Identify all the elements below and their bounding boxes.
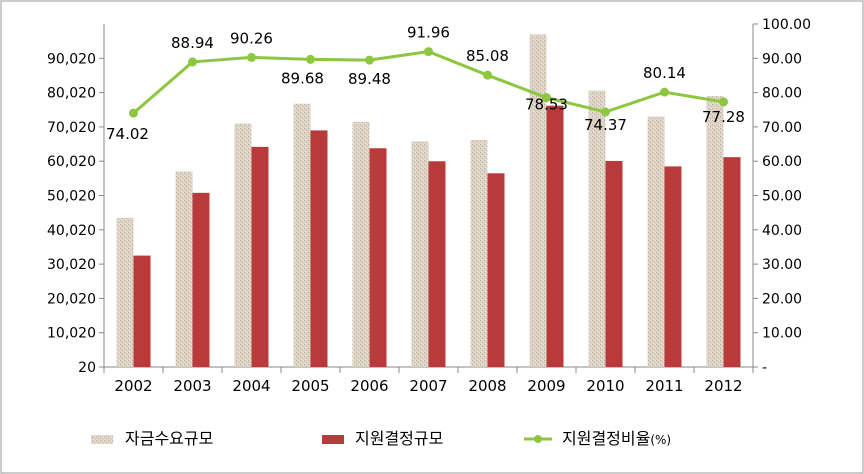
bar-demand xyxy=(175,171,193,367)
bar-decided xyxy=(310,130,328,367)
bar-demand xyxy=(470,140,488,367)
legend-swatch-demand xyxy=(91,435,113,444)
bar-decided xyxy=(251,146,269,367)
y-right-tick-label: 70.00 xyxy=(762,120,802,136)
ratio-data-label: 80.14 xyxy=(643,64,686,82)
ratio-data-label: 74.37 xyxy=(584,116,627,134)
bar-decided xyxy=(546,105,564,367)
x-tick-label: 2002 xyxy=(114,377,152,395)
bar-decided xyxy=(192,192,210,367)
y-left-tick-label: 10,020 xyxy=(47,326,96,342)
bar-decided xyxy=(428,161,446,367)
y-left-tick-label: 80,020 xyxy=(47,86,96,102)
x-tick-label: 2011 xyxy=(645,377,683,395)
ratio-data-label: 88.94 xyxy=(171,34,214,52)
y-left-tick-label: 60,020 xyxy=(47,154,96,170)
x-tick-label: 2009 xyxy=(527,377,565,395)
x-tick-label: 2004 xyxy=(232,377,270,395)
bar-demand xyxy=(647,116,665,368)
y-right-tick-label: 50.00 xyxy=(762,189,802,205)
y-left-tick-label: 50,020 xyxy=(47,189,96,205)
legend-swatch-decided xyxy=(322,435,344,444)
ratio-data-label: 91.96 xyxy=(407,24,450,42)
ratio-point xyxy=(365,55,374,65)
bar-decided xyxy=(369,148,387,367)
y-right-tick-label: 40.00 xyxy=(762,223,802,239)
x-tick-label: 2003 xyxy=(173,377,211,395)
bar-decided xyxy=(487,173,505,367)
y-right-tick-label: 80.00 xyxy=(762,86,802,102)
legend: 자금수요규모 지원결정규모 지원결정비율(%) xyxy=(91,429,671,448)
legend-label-ratio: 지원결정비율(%) xyxy=(562,429,671,448)
ratio-point xyxy=(306,54,315,64)
x-tick-label: 2008 xyxy=(468,377,506,395)
ratio-point xyxy=(424,47,433,57)
legend-label-ratio-suffix: (%) xyxy=(650,433,671,447)
y-left-tick-label: 30,020 xyxy=(47,257,96,273)
x-tick-label: 2006 xyxy=(350,377,388,395)
y-right-tick-label: - xyxy=(762,360,767,376)
ratio-data-label: 90.26 xyxy=(230,29,273,47)
x-tick-label: 2010 xyxy=(586,377,624,395)
x-tick-label: 2012 xyxy=(704,377,742,395)
y-right-tick-label: 10.00 xyxy=(762,326,802,342)
y-left-tick-label: 40,020 xyxy=(47,223,96,239)
bar-demand xyxy=(706,96,724,367)
ratio-point xyxy=(660,87,669,97)
ratio-data-label: 89.48 xyxy=(348,70,391,88)
plot-area: 20 10,020 20,020 30,020 40,020 50,020 60,020 70… xyxy=(47,17,811,395)
y-right-tick-label: 90.00 xyxy=(762,51,802,67)
x-tick-label: 2005 xyxy=(291,377,329,395)
y-right-tick-label: 60.00 xyxy=(762,154,802,170)
ratio-data-label: 77.28 xyxy=(702,108,745,126)
ratio-point xyxy=(188,57,197,67)
bar-demand xyxy=(411,141,429,367)
ratio-point xyxy=(483,70,492,80)
ratio-data-label: 85.08 xyxy=(466,47,509,65)
bar-demand xyxy=(116,217,134,367)
y-right-tick-label: 100.00 xyxy=(762,17,811,33)
bar-demand xyxy=(352,121,370,367)
bar-decided xyxy=(664,166,682,367)
legend-swatch-ratio-point xyxy=(534,435,542,443)
ratio-point xyxy=(542,93,551,103)
y-left-tick-label: 20,020 xyxy=(47,291,96,307)
y-right-tick-label: 30.00 xyxy=(762,257,802,273)
bar-demand xyxy=(588,90,606,368)
legend-label-decided: 지원결정규모 xyxy=(355,429,443,448)
y-left-tick-label: 20 xyxy=(78,360,96,376)
bar-demand xyxy=(293,103,311,368)
x-tick-label: 2007 xyxy=(409,377,447,395)
ratio-point xyxy=(601,107,610,117)
y-left-tick-label: 70,020 xyxy=(47,120,96,136)
ratio-data-label: 74.02 xyxy=(106,125,149,143)
y-left-tick-label: 90,020 xyxy=(47,51,96,67)
bar-decided xyxy=(605,160,623,367)
bar-decided xyxy=(723,157,741,367)
ratio-point xyxy=(719,97,728,107)
bar-demand xyxy=(234,123,252,367)
ratio-line xyxy=(132,50,724,115)
y-right-tick-label: 20.00 xyxy=(762,291,802,307)
ratio-point xyxy=(247,52,256,62)
legend-label-demand: 자금수요규모 xyxy=(125,429,213,448)
ratio-data-label: 78.53 xyxy=(525,96,568,114)
bar-decided xyxy=(133,255,151,367)
ratio-point xyxy=(129,108,138,118)
ratio-data-label: 89.68 xyxy=(281,69,324,87)
bar-demand xyxy=(529,34,547,367)
